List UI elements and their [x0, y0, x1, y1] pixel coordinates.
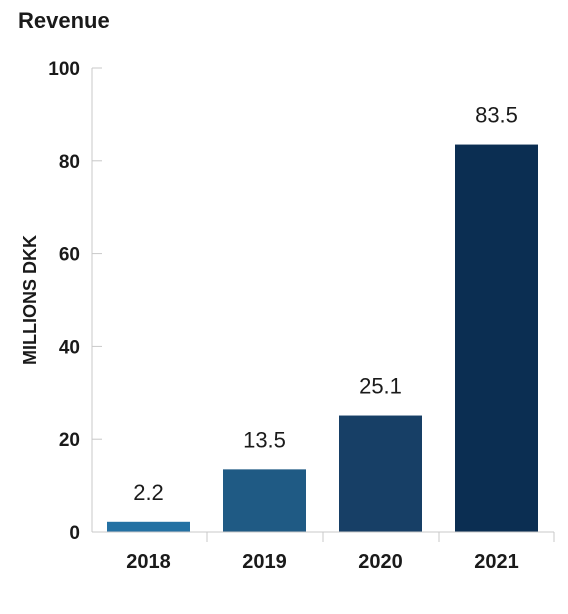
y-axis: 0 20 40 60 80 100 — [48, 59, 102, 544]
x-tick-label-2021: 2021 — [474, 551, 519, 573]
data-label-2021: 83.5 — [475, 103, 518, 128]
y-tick-label: 40 — [59, 337, 80, 358]
y-tick-label: 100 — [48, 59, 80, 80]
bar-2020 — [339, 415, 422, 532]
y-tick-label: 80 — [59, 152, 80, 173]
data-label-2020: 25.1 — [359, 374, 402, 399]
data-label-2018: 2.2 — [133, 480, 164, 505]
data-label-2019: 13.5 — [243, 427, 286, 452]
bar-2021 — [455, 144, 538, 532]
y-tick-label: 20 — [59, 430, 80, 451]
x-tick-label-2020: 2020 — [358, 551, 403, 573]
bar-2018 — [107, 521, 190, 532]
y-axis-title: MILLIONS DKK — [20, 235, 40, 365]
y-tick-label: 60 — [59, 245, 80, 266]
chart-title: Revenue — [18, 8, 110, 33]
x-axis: 2018 2019 2020 2021 — [92, 531, 555, 573]
bars: 2.2 13.5 25.1 83.5 — [107, 103, 538, 532]
y-tick-label: 0 — [69, 523, 80, 544]
x-tick-label-2018: 2018 — [126, 551, 171, 573]
x-tick-label-2019: 2019 — [242, 551, 287, 573]
bar-2019 — [223, 469, 306, 532]
